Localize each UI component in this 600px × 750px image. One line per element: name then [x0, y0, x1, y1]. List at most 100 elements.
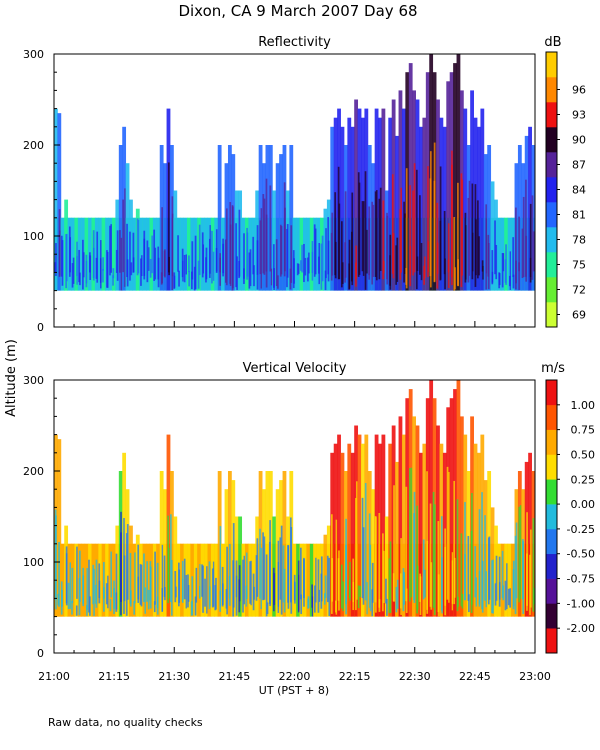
data-streak — [268, 541, 271, 604]
colorbar-swatch — [546, 127, 557, 153]
data-column — [227, 471, 232, 617]
data-column — [473, 443, 478, 617]
data-streak — [368, 513, 371, 608]
data-streak — [345, 545, 347, 604]
data-streak — [323, 593, 326, 605]
data-column — [436, 425, 440, 617]
data-streak — [443, 210, 446, 275]
data-column — [371, 489, 376, 617]
data-streak — [300, 260, 302, 271]
data-streak — [416, 256, 419, 271]
data-streak — [451, 552, 454, 604]
data-column — [401, 434, 406, 617]
colorbar-label: 87 — [572, 159, 586, 172]
data-streak — [191, 241, 194, 280]
data-streak — [185, 574, 188, 609]
data-streak — [191, 271, 193, 290]
data-streak — [170, 560, 173, 616]
data-streak — [395, 586, 398, 613]
colorbar-swatch — [546, 177, 557, 203]
data-streak — [208, 561, 211, 610]
data-column — [340, 452, 345, 617]
data-streak — [137, 544, 140, 600]
colorbar-swatch — [546, 603, 557, 629]
data-streak — [494, 583, 497, 606]
data-streak — [67, 582, 70, 610]
colorbar-swatch — [546, 380, 557, 406]
data-column — [197, 543, 202, 617]
data-streak — [177, 235, 179, 272]
data-column — [118, 145, 123, 291]
data-streak — [154, 551, 156, 605]
colorbar-swatch — [546, 578, 557, 604]
data-streak — [374, 191, 377, 277]
data-column — [60, 543, 65, 617]
data-streak — [275, 239, 278, 287]
data-streak — [72, 257, 75, 284]
data-streak — [318, 589, 321, 602]
data-streak — [315, 557, 317, 603]
y-tick-label: 0 — [37, 647, 44, 660]
data-column — [105, 543, 109, 617]
data-column — [210, 217, 215, 291]
data-streak — [113, 588, 115, 609]
data-streak — [129, 231, 131, 281]
y-tick-label: 0 — [37, 321, 44, 334]
x-tick-label: 22:15 — [339, 670, 371, 683]
data-column — [183, 217, 188, 291]
data-streak — [498, 556, 501, 607]
data-streak — [478, 570, 481, 605]
data-streak — [69, 562, 72, 609]
data-streak — [369, 544, 372, 612]
data-column — [357, 434, 362, 617]
data-streak — [509, 588, 511, 608]
data-streak — [112, 275, 114, 286]
data-streak — [525, 235, 528, 282]
data-streak — [160, 272, 163, 285]
data-streak — [115, 249, 118, 273]
data-streak — [410, 467, 413, 598]
data-streak — [161, 207, 163, 284]
data-streak — [282, 545, 285, 603]
data-streak — [456, 499, 459, 612]
data-column — [531, 145, 536, 291]
data-streak — [364, 171, 367, 290]
data-streak — [521, 228, 524, 279]
data-streak — [255, 555, 258, 601]
data-streak — [75, 605, 78, 616]
colorbar-label: 72 — [572, 284, 586, 297]
colorbar-swatch — [546, 227, 557, 253]
data-streak — [388, 558, 391, 613]
colorbar-frame — [545, 379, 558, 654]
data-streak — [82, 239, 84, 290]
data-streak — [259, 528, 261, 599]
data-streak — [188, 255, 190, 273]
data-streak — [429, 151, 432, 288]
data-streak — [515, 522, 518, 599]
data-streak — [260, 547, 263, 610]
data-streak — [211, 230, 213, 284]
data-streak — [437, 521, 440, 613]
colorbar-swatch — [546, 504, 557, 530]
data-streak — [304, 257, 307, 276]
data-column — [459, 416, 464, 617]
data-streak — [375, 190, 378, 281]
data-column — [490, 181, 495, 291]
data-streak — [385, 578, 387, 604]
data-streak — [294, 581, 296, 604]
data-streak — [147, 589, 150, 610]
data-streak — [498, 273, 501, 286]
data-streak — [317, 559, 320, 613]
data-streak — [447, 259, 450, 273]
data-streak — [266, 602, 269, 615]
data-streak — [382, 550, 385, 604]
data-streak — [382, 260, 385, 274]
data-streak — [296, 263, 299, 276]
data-streak — [359, 585, 362, 597]
data-streak — [212, 561, 215, 607]
data-streak — [522, 539, 524, 600]
data-column — [453, 63, 457, 291]
data-column — [347, 443, 352, 617]
data-streak — [307, 598, 310, 609]
data-streak — [60, 581, 63, 615]
